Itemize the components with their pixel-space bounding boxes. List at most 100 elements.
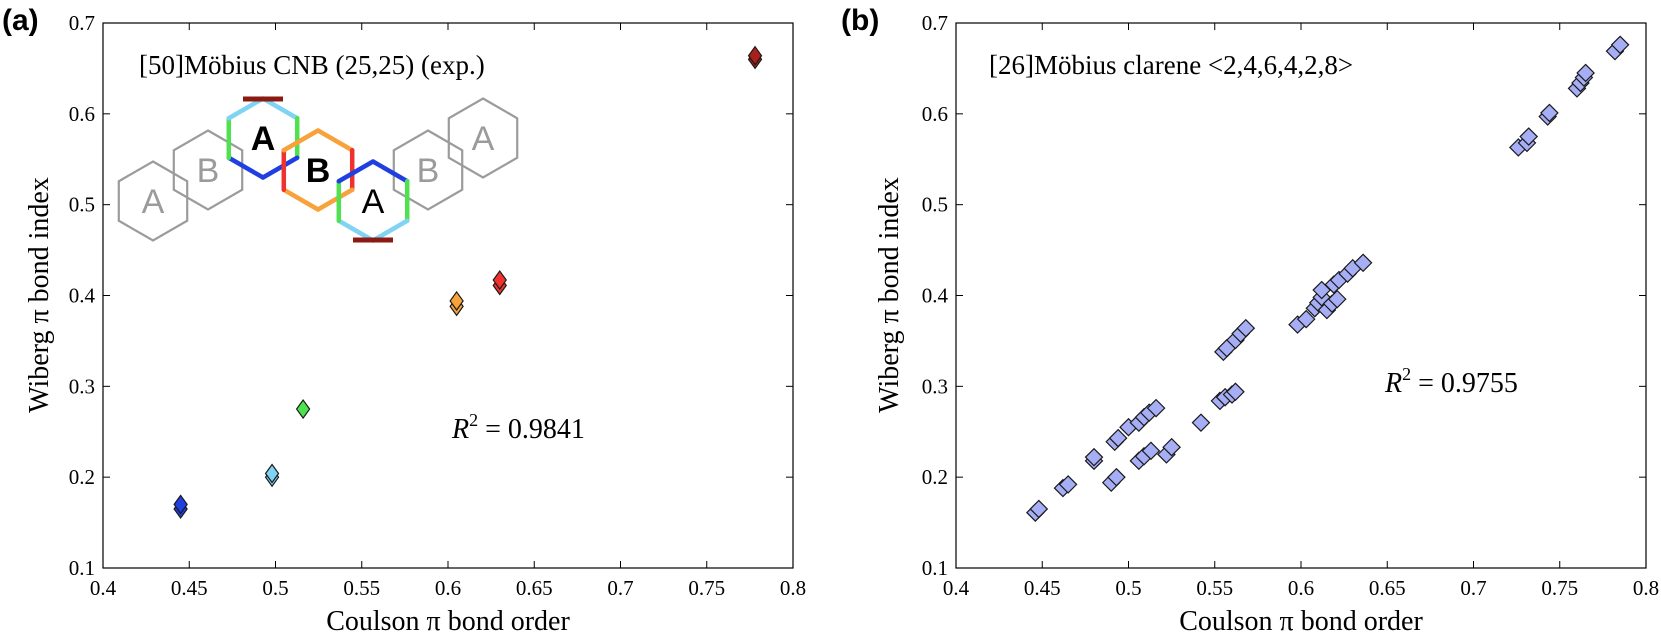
hexagon-edge: [315, 128, 355, 153]
scatter-point: [1146, 398, 1166, 418]
scatter-point: [1540, 103, 1559, 123]
panel-b-ticks: 0.4 0.45 0.5 0.55 0.6 0.65 0.7 0.75 0.8 0.1 0.2 0.3…: [922, 11, 1659, 600]
y-tick-label: 0.4: [69, 284, 96, 308]
x-tick-label: 0.75: [688, 576, 725, 600]
x-tick-label: 0.45: [1024, 576, 1061, 600]
y-tick-label: 0.5: [69, 193, 95, 217]
hexagon-ring-grey: [117, 160, 189, 242]
scatter-point: [1141, 441, 1161, 461]
panel-b-ylabel: Wiberg π bond index: [874, 177, 905, 413]
y-tick-label: 0.2: [922, 465, 948, 489]
x-tick-label: 0.75: [1541, 576, 1578, 600]
hexagon-ring-grey: [172, 129, 244, 211]
x-tick-label: 0.6: [435, 576, 461, 600]
y-tick-label: 0.3: [69, 374, 95, 398]
hexagon-label: A: [251, 120, 276, 158]
hexagon-label: B: [306, 152, 331, 190]
scatter-point: [492, 270, 507, 291]
scatter-point: [1107, 467, 1126, 487]
y-tick-label: 0.3: [922, 374, 948, 398]
scatter-point: [1029, 499, 1049, 519]
hexagon-label: B: [417, 152, 440, 190]
scatter-point: [1058, 475, 1078, 494]
scatter-point: [747, 45, 763, 66]
y-tick-label: 0.1: [922, 556, 948, 580]
x-tick-label: 0.8: [1633, 576, 1659, 600]
y-tick-label: 0.6: [922, 102, 948, 126]
hexagon-edge: [336, 159, 376, 184]
panel-a-r2: R2 = 0.9841: [451, 410, 585, 445]
y-tick-label: 0.7: [922, 11, 948, 35]
panel-a-annotation: [50]Möbius CNB (25,25) (exp.): [139, 50, 485, 80]
panel-a-r2-sup: 2: [469, 410, 478, 430]
hexagon-edge: [370, 159, 410, 184]
scatter-point: [1353, 253, 1373, 273]
hexagon-edge: [260, 96, 300, 121]
panel-b-annotation: [26]Möbius clarene <2,4,6,4,2,8>: [989, 50, 1353, 80]
panel-a-xlabel: Coulson π bond order: [326, 606, 570, 637]
x-tick-label: 0.65: [1369, 576, 1406, 600]
panel-a: (a) 0.4 0.45 0.5 0.55 0.6 0.65 0.7 0.75 0.80.10.…: [2, 4, 806, 637]
x-tick-label: 0.7: [607, 576, 633, 600]
scatter-point: [1327, 289, 1347, 309]
x-tick-label: 0.5: [1115, 576, 1141, 600]
hexagon-edge: [226, 155, 266, 180]
hexagon-ring-grey: [447, 97, 519, 179]
x-tick-label: 0.5: [262, 576, 288, 600]
x-tick-label: 0.4: [90, 576, 117, 600]
hexagon-label: A: [472, 120, 495, 158]
y-tick-label: 0.5: [922, 193, 948, 217]
y-tick-label: 0.4: [922, 284, 949, 308]
panel-b-r2-value: = 0.9755: [1411, 368, 1518, 399]
scatter-point: [295, 399, 311, 420]
y-tick-label: 0.1: [69, 556, 95, 580]
hexagon-edge: [260, 155, 300, 180]
x-tick-label: 0.6: [1288, 576, 1314, 600]
scatter-point: [1191, 413, 1211, 433]
scatter-point: [173, 494, 188, 515]
scatter-point: [1226, 382, 1245, 402]
hexagon-edge: [226, 96, 266, 121]
x-tick-label: 0.8: [780, 576, 806, 600]
hexagon-ring-grey: [392, 129, 464, 211]
panel-a-points: [173, 45, 763, 519]
hexagon-label: A: [362, 183, 385, 221]
x-tick-label: 0.7: [1460, 576, 1486, 600]
hexagon-edge: [281, 128, 321, 153]
scatter-point: [1108, 428, 1128, 448]
hexagon-label: A: [142, 183, 165, 221]
scatter-point: [1162, 437, 1181, 457]
y-tick-label: 0.7: [69, 11, 95, 35]
scatter-point: [1576, 63, 1595, 83]
x-tick-label: 0.45: [171, 576, 208, 600]
scatter-point: [1296, 309, 1316, 329]
hexagon-edge: [370, 218, 410, 243]
scatter-point: [1610, 35, 1630, 55]
hexagon-edge: [281, 187, 321, 212]
x-tick-label: 0.65: [516, 576, 553, 600]
scatter-point: [1236, 318, 1256, 338]
x-tick-label: 0.55: [1196, 576, 1233, 600]
scatter-point: [1084, 447, 1104, 467]
panel-a-ylabel: Wiberg π bond index: [24, 177, 55, 413]
panel-b-r2: R2 = 0.9755: [1384, 364, 1518, 399]
panel-b-r2-label: R: [1384, 368, 1402, 399]
panel-b-label: (b): [841, 4, 879, 37]
panel-b-r2-sup: 2: [1402, 364, 1411, 384]
panel-a-r2-value: = 0.9841: [478, 414, 585, 445]
panel-a-ticks: 0.4 0.45 0.5 0.55 0.6 0.65 0.7 0.75 0.8 0.1 0.2 0.3…: [69, 11, 806, 600]
scatter-point: [449, 290, 464, 311]
x-tick-label: 0.55: [343, 576, 380, 600]
panel-b: (b) 0.4 0.45 0.5 0.55 0.6 0.65 0.7 0.75 0.80.10.…: [841, 4, 1659, 637]
y-tick-label: 0.2: [69, 465, 95, 489]
panel-a-r2-label: R: [451, 414, 469, 445]
x-tick-label: 0.4: [943, 576, 970, 600]
scatter-point: [264, 463, 280, 484]
hexagon-edge: [336, 218, 376, 243]
panel-a-axes-box: [102, 22, 794, 569]
panel-a-label: (a): [2, 4, 39, 37]
hexagon-edge: [315, 187, 355, 212]
hexagon-label: B: [197, 152, 220, 190]
